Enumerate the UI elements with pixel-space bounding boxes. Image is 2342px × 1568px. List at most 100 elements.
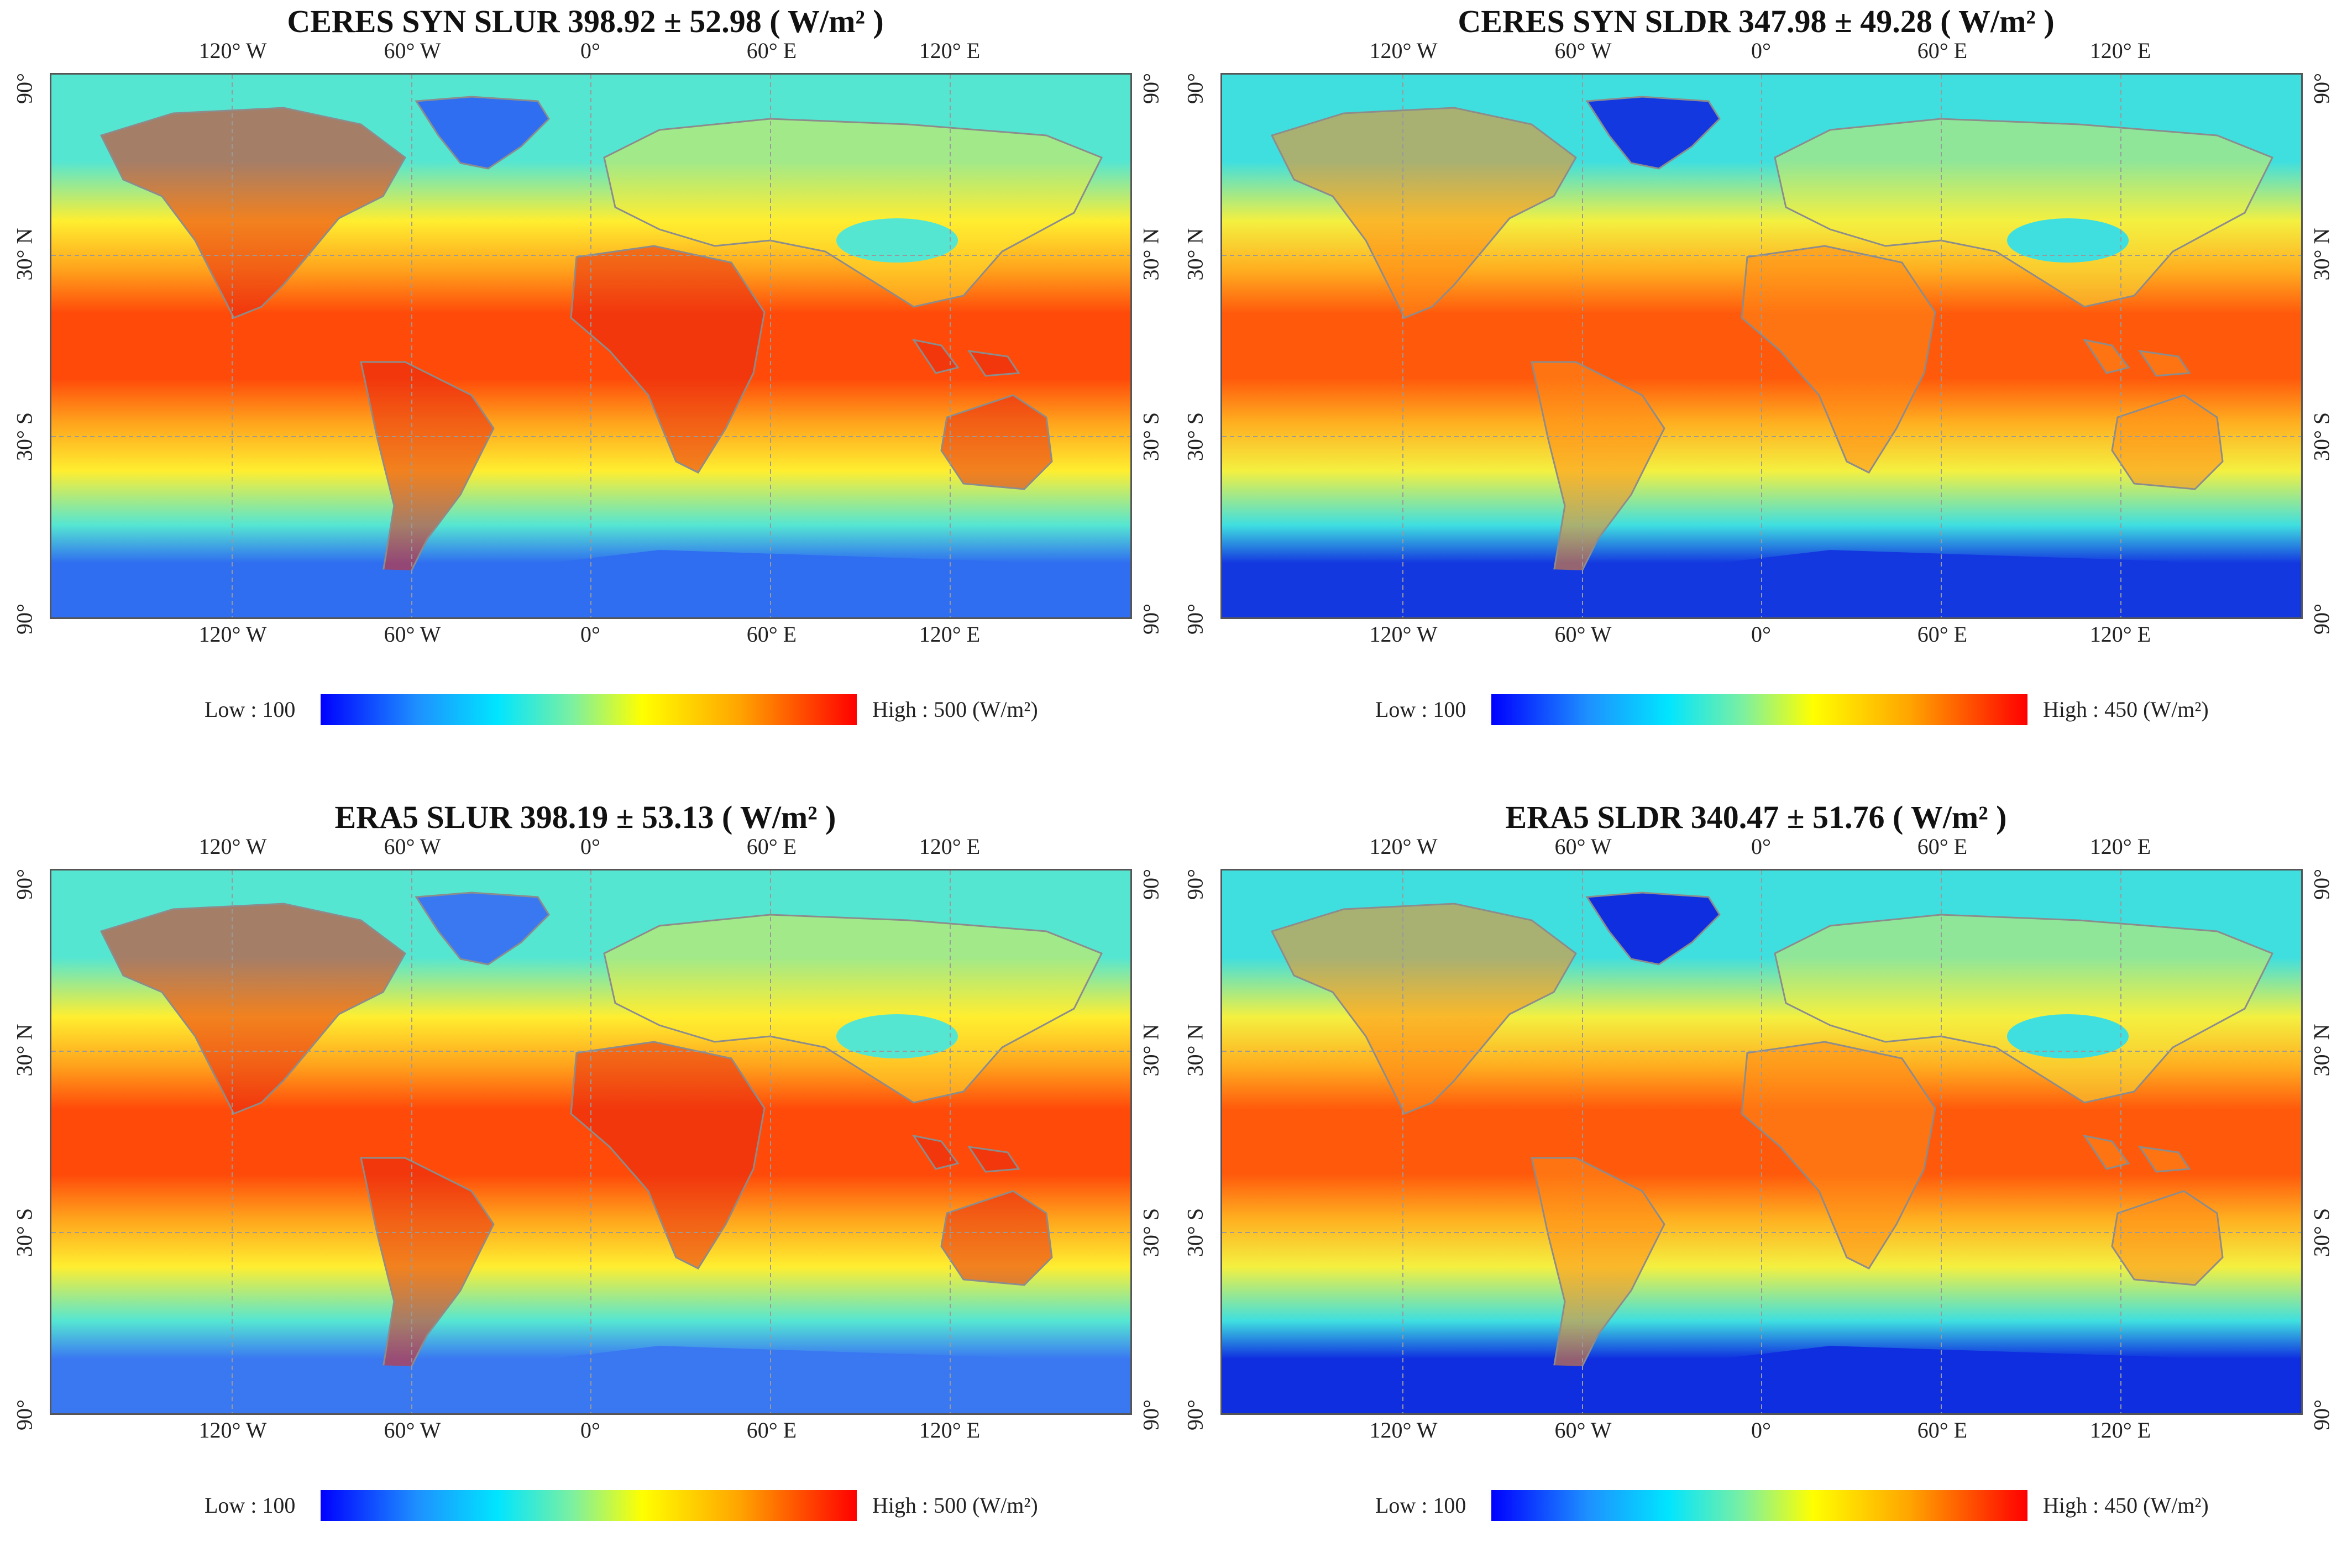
maritime-continent-island — [2137, 350, 2191, 377]
lat-tick-right: 90° — [1138, 869, 1164, 900]
color-legend: Low : 100 High : 450 (W/m²) — [1171, 694, 2341, 725]
lon-tick-bottom: 120° E — [2089, 622, 2151, 647]
lat-tick-left: 30° N — [1182, 228, 1208, 281]
lat-tick-right: 30° N — [2309, 228, 2334, 281]
continents — [99, 891, 1103, 1381]
south-america-landmass — [1531, 361, 1665, 585]
australia-landmass — [2111, 394, 2224, 490]
lon-tick-bottom: 60° E — [1917, 622, 1968, 647]
africa-landmass — [570, 1041, 766, 1270]
south-america-landmass — [360, 361, 495, 585]
legend-low-label: Low : 100 — [1375, 1493, 1466, 1518]
lon-tick-bottom: 60° E — [746, 622, 797, 647]
legend-high-label: High : 450 (W/m²) — [2043, 1493, 2209, 1518]
lon-tick-top: 120° E — [919, 38, 981, 63]
maritime-continent-island — [911, 338, 960, 374]
legend-high-label: High : 450 (W/m²) — [2043, 697, 2209, 722]
lat-tick-left: 90° — [12, 73, 37, 104]
legend-colorbar — [321, 1490, 857, 1521]
lon-tick-top: 120° E — [2089, 38, 2151, 63]
panel-title: CERES SYN SLDR 347.98 ± 49.28 ( W/m² ) — [1458, 3, 2055, 39]
lon-tick-top: 60° E — [746, 834, 797, 859]
tibetan-plateau — [836, 218, 958, 263]
lon-tick-bottom: 120° E — [919, 622, 981, 647]
continents — [99, 96, 1103, 585]
tibetan-plateau — [836, 1014, 958, 1058]
africa-landmass — [570, 245, 766, 474]
greenland-landmass — [1585, 96, 1721, 170]
eurasia-landmass — [603, 118, 1103, 308]
eurasia-landmass — [1774, 914, 2274, 1104]
lon-tick-top: 60° W — [1554, 834, 1612, 859]
lon-tick-top: 60° W — [384, 38, 441, 63]
lat-tick-right: 30° N — [2309, 1024, 2334, 1077]
lat-tick-left: 90° — [1182, 604, 1208, 634]
continents — [1270, 891, 2274, 1381]
lon-tick-bottom: 0° — [580, 622, 600, 647]
lat-tick-left: 30° N — [12, 228, 37, 281]
north-america-landmass — [1270, 903, 1577, 1115]
lon-tick-top: 120° W — [198, 38, 267, 63]
lon-tick-top: 60° E — [746, 38, 797, 63]
antarctica-landmass — [1222, 1346, 2301, 1413]
lat-tick-right: 90° — [2309, 869, 2334, 900]
lon-tick-top: 0° — [580, 38, 600, 63]
maritime-continent-island — [967, 350, 1020, 377]
lon-tick-bottom: 60° E — [1917, 1418, 1968, 1443]
lat-tick-left: 90° — [12, 1399, 37, 1430]
legend-low-label: Low : 100 — [205, 697, 296, 722]
lon-tick-bottom: 120° W — [1369, 1418, 1438, 1443]
lon-tick-top: 0° — [1751, 834, 1771, 859]
map-area — [1220, 869, 2303, 1415]
lon-tick-top: 120° W — [198, 834, 267, 859]
lat-tick-right: 90° — [2309, 1399, 2334, 1430]
lon-tick-bottom: 120° E — [2089, 1418, 2151, 1443]
tibetan-plateau — [2007, 218, 2129, 263]
legend-colorbar — [1491, 694, 2027, 725]
map-image — [51, 75, 1130, 617]
lat-tick-left: 90° — [1182, 73, 1208, 104]
lon-tick-bottom: 0° — [1751, 1418, 1771, 1443]
lon-tick-top: 120° E — [919, 834, 981, 859]
lat-tick-left: 30° S — [1182, 1208, 1208, 1257]
lat-tick-left: 90° — [1182, 1399, 1208, 1430]
australia-landmass — [2111, 1190, 2224, 1286]
legend-low-label: Low : 100 — [205, 1493, 296, 1518]
maritime-continent-island — [2082, 1134, 2130, 1170]
lon-tick-top: 120° W — [1369, 834, 1438, 859]
map-panel-3: ERA5 SLUR 398.19 ± 53.13 ( W/m² ) 120° W… — [0, 796, 1171, 1568]
lon-tick-bottom: 60° W — [1554, 622, 1612, 647]
maritime-continent-island — [2082, 338, 2130, 374]
lat-tick-left: 30° S — [12, 412, 37, 462]
lat-tick-right: 90° — [1138, 73, 1164, 104]
lon-tick-top: 60° W — [384, 834, 441, 859]
maritime-continent-island — [911, 1134, 960, 1170]
map-image — [1222, 75, 2301, 617]
lat-tick-left: 90° — [12, 604, 37, 634]
lon-tick-bottom: 120° W — [198, 1418, 267, 1443]
color-legend: Low : 100 High : 500 (W/m²) — [0, 1490, 1171, 1521]
australia-landmass — [940, 1190, 1053, 1286]
north-america-landmass — [99, 107, 406, 319]
lat-tick-right: 30° S — [2309, 1208, 2334, 1257]
map-image — [1222, 870, 2301, 1413]
lon-tick-top: 60° E — [1917, 38, 1968, 63]
graticule — [51, 870, 1130, 1413]
map-area — [1220, 73, 2303, 619]
graticule — [1222, 75, 2301, 617]
lat-tick-right: 90° — [1138, 1399, 1164, 1430]
greenland-landmass — [415, 891, 550, 966]
map-area — [50, 869, 1132, 1415]
legend-colorbar — [321, 694, 857, 725]
lat-tick-right: 30° N — [1138, 1024, 1164, 1077]
antarctica-landmass — [51, 550, 1130, 617]
lon-tick-top: 120° E — [2089, 834, 2151, 859]
australia-landmass — [940, 394, 1053, 490]
continents — [1270, 96, 2274, 585]
eurasia-landmass — [603, 914, 1103, 1104]
africa-landmass — [1741, 1041, 1936, 1270]
north-america-landmass — [99, 903, 406, 1115]
map-area — [50, 73, 1132, 619]
lon-tick-top: 0° — [580, 834, 600, 859]
map-panel-1: CERES SYN SLUR 398.92 ± 52.98 ( W/m² ) 1… — [0, 0, 1171, 772]
